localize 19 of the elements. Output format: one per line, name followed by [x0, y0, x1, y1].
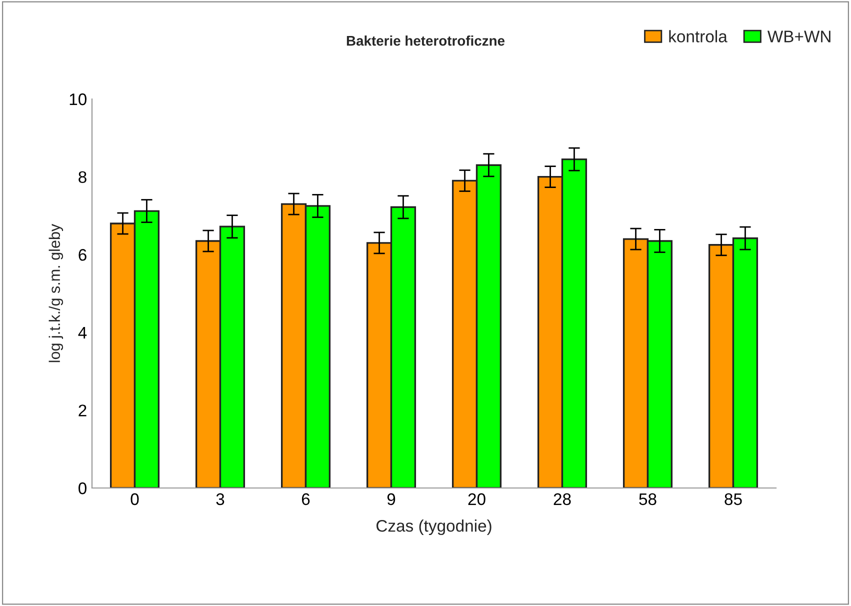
- y-tick-label: 2: [78, 404, 86, 416]
- x-tick-label: 58: [639, 493, 656, 506]
- y-tick-label: 4: [78, 326, 87, 338]
- y-tick-label: 6: [78, 249, 86, 261]
- y-tick-label: 0: [78, 482, 86, 494]
- legend-label: WB+WN: [767, 30, 830, 42]
- chart-title: Bakterie heterotroficzne: [346, 36, 505, 46]
- x-tick-label: 6: [302, 493, 310, 506]
- legend-label: kontrola: [669, 30, 728, 42]
- x-tick-label: 9: [387, 493, 396, 506]
- x-axis-title: Czas (tygodnie): [376, 520, 492, 536]
- x-tick-label: 0: [130, 493, 139, 506]
- y-axis-title: log j.t.k./g s.m. gleby: [48, 224, 64, 362]
- y-tick-label: 8: [78, 171, 86, 184]
- y-tick-label: 10: [70, 93, 86, 106]
- x-tick-label: 28: [554, 493, 571, 506]
- x-tick-label: 3: [216, 493, 224, 506]
- x-tick-label: 20: [468, 493, 486, 506]
- x-tick-label: 85: [724, 493, 742, 506]
